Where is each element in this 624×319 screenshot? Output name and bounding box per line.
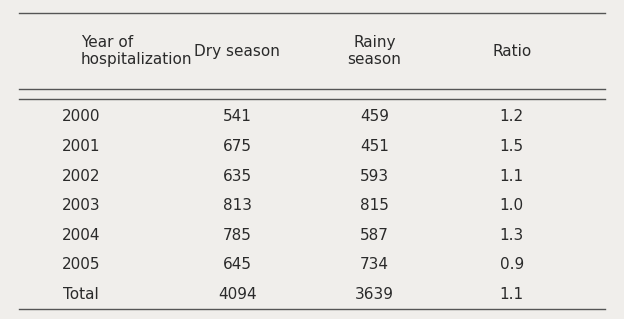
Text: 541: 541 bbox=[223, 109, 251, 124]
Text: 4094: 4094 bbox=[218, 287, 256, 302]
Text: 1.3: 1.3 bbox=[500, 228, 524, 243]
Text: 635: 635 bbox=[223, 169, 251, 184]
Text: 815: 815 bbox=[360, 198, 389, 213]
Text: 593: 593 bbox=[360, 169, 389, 184]
Text: 2001: 2001 bbox=[62, 139, 100, 154]
Text: 3639: 3639 bbox=[355, 287, 394, 302]
Text: 0.9: 0.9 bbox=[500, 257, 524, 272]
Text: 1.1: 1.1 bbox=[500, 287, 524, 302]
Text: 459: 459 bbox=[360, 109, 389, 124]
Text: 1.0: 1.0 bbox=[500, 198, 524, 213]
Text: 675: 675 bbox=[223, 139, 251, 154]
Text: 1.1: 1.1 bbox=[500, 169, 524, 184]
Text: Ratio: Ratio bbox=[492, 43, 531, 59]
Text: 2004: 2004 bbox=[62, 228, 100, 243]
Text: 2002: 2002 bbox=[62, 169, 100, 184]
Text: Dry season: Dry season bbox=[194, 43, 280, 59]
Text: 1.5: 1.5 bbox=[500, 139, 524, 154]
Text: 2000: 2000 bbox=[62, 109, 100, 124]
Text: 2005: 2005 bbox=[62, 257, 100, 272]
Text: 587: 587 bbox=[360, 228, 389, 243]
Text: Year of
hospitalization: Year of hospitalization bbox=[81, 35, 193, 67]
Text: 451: 451 bbox=[360, 139, 389, 154]
Text: 785: 785 bbox=[223, 228, 251, 243]
Text: 734: 734 bbox=[360, 257, 389, 272]
Text: Total: Total bbox=[63, 287, 99, 302]
Text: Rainy
season: Rainy season bbox=[348, 35, 401, 67]
Text: 813: 813 bbox=[223, 198, 251, 213]
Text: 645: 645 bbox=[223, 257, 251, 272]
Text: 2003: 2003 bbox=[62, 198, 100, 213]
Text: 1.2: 1.2 bbox=[500, 109, 524, 124]
